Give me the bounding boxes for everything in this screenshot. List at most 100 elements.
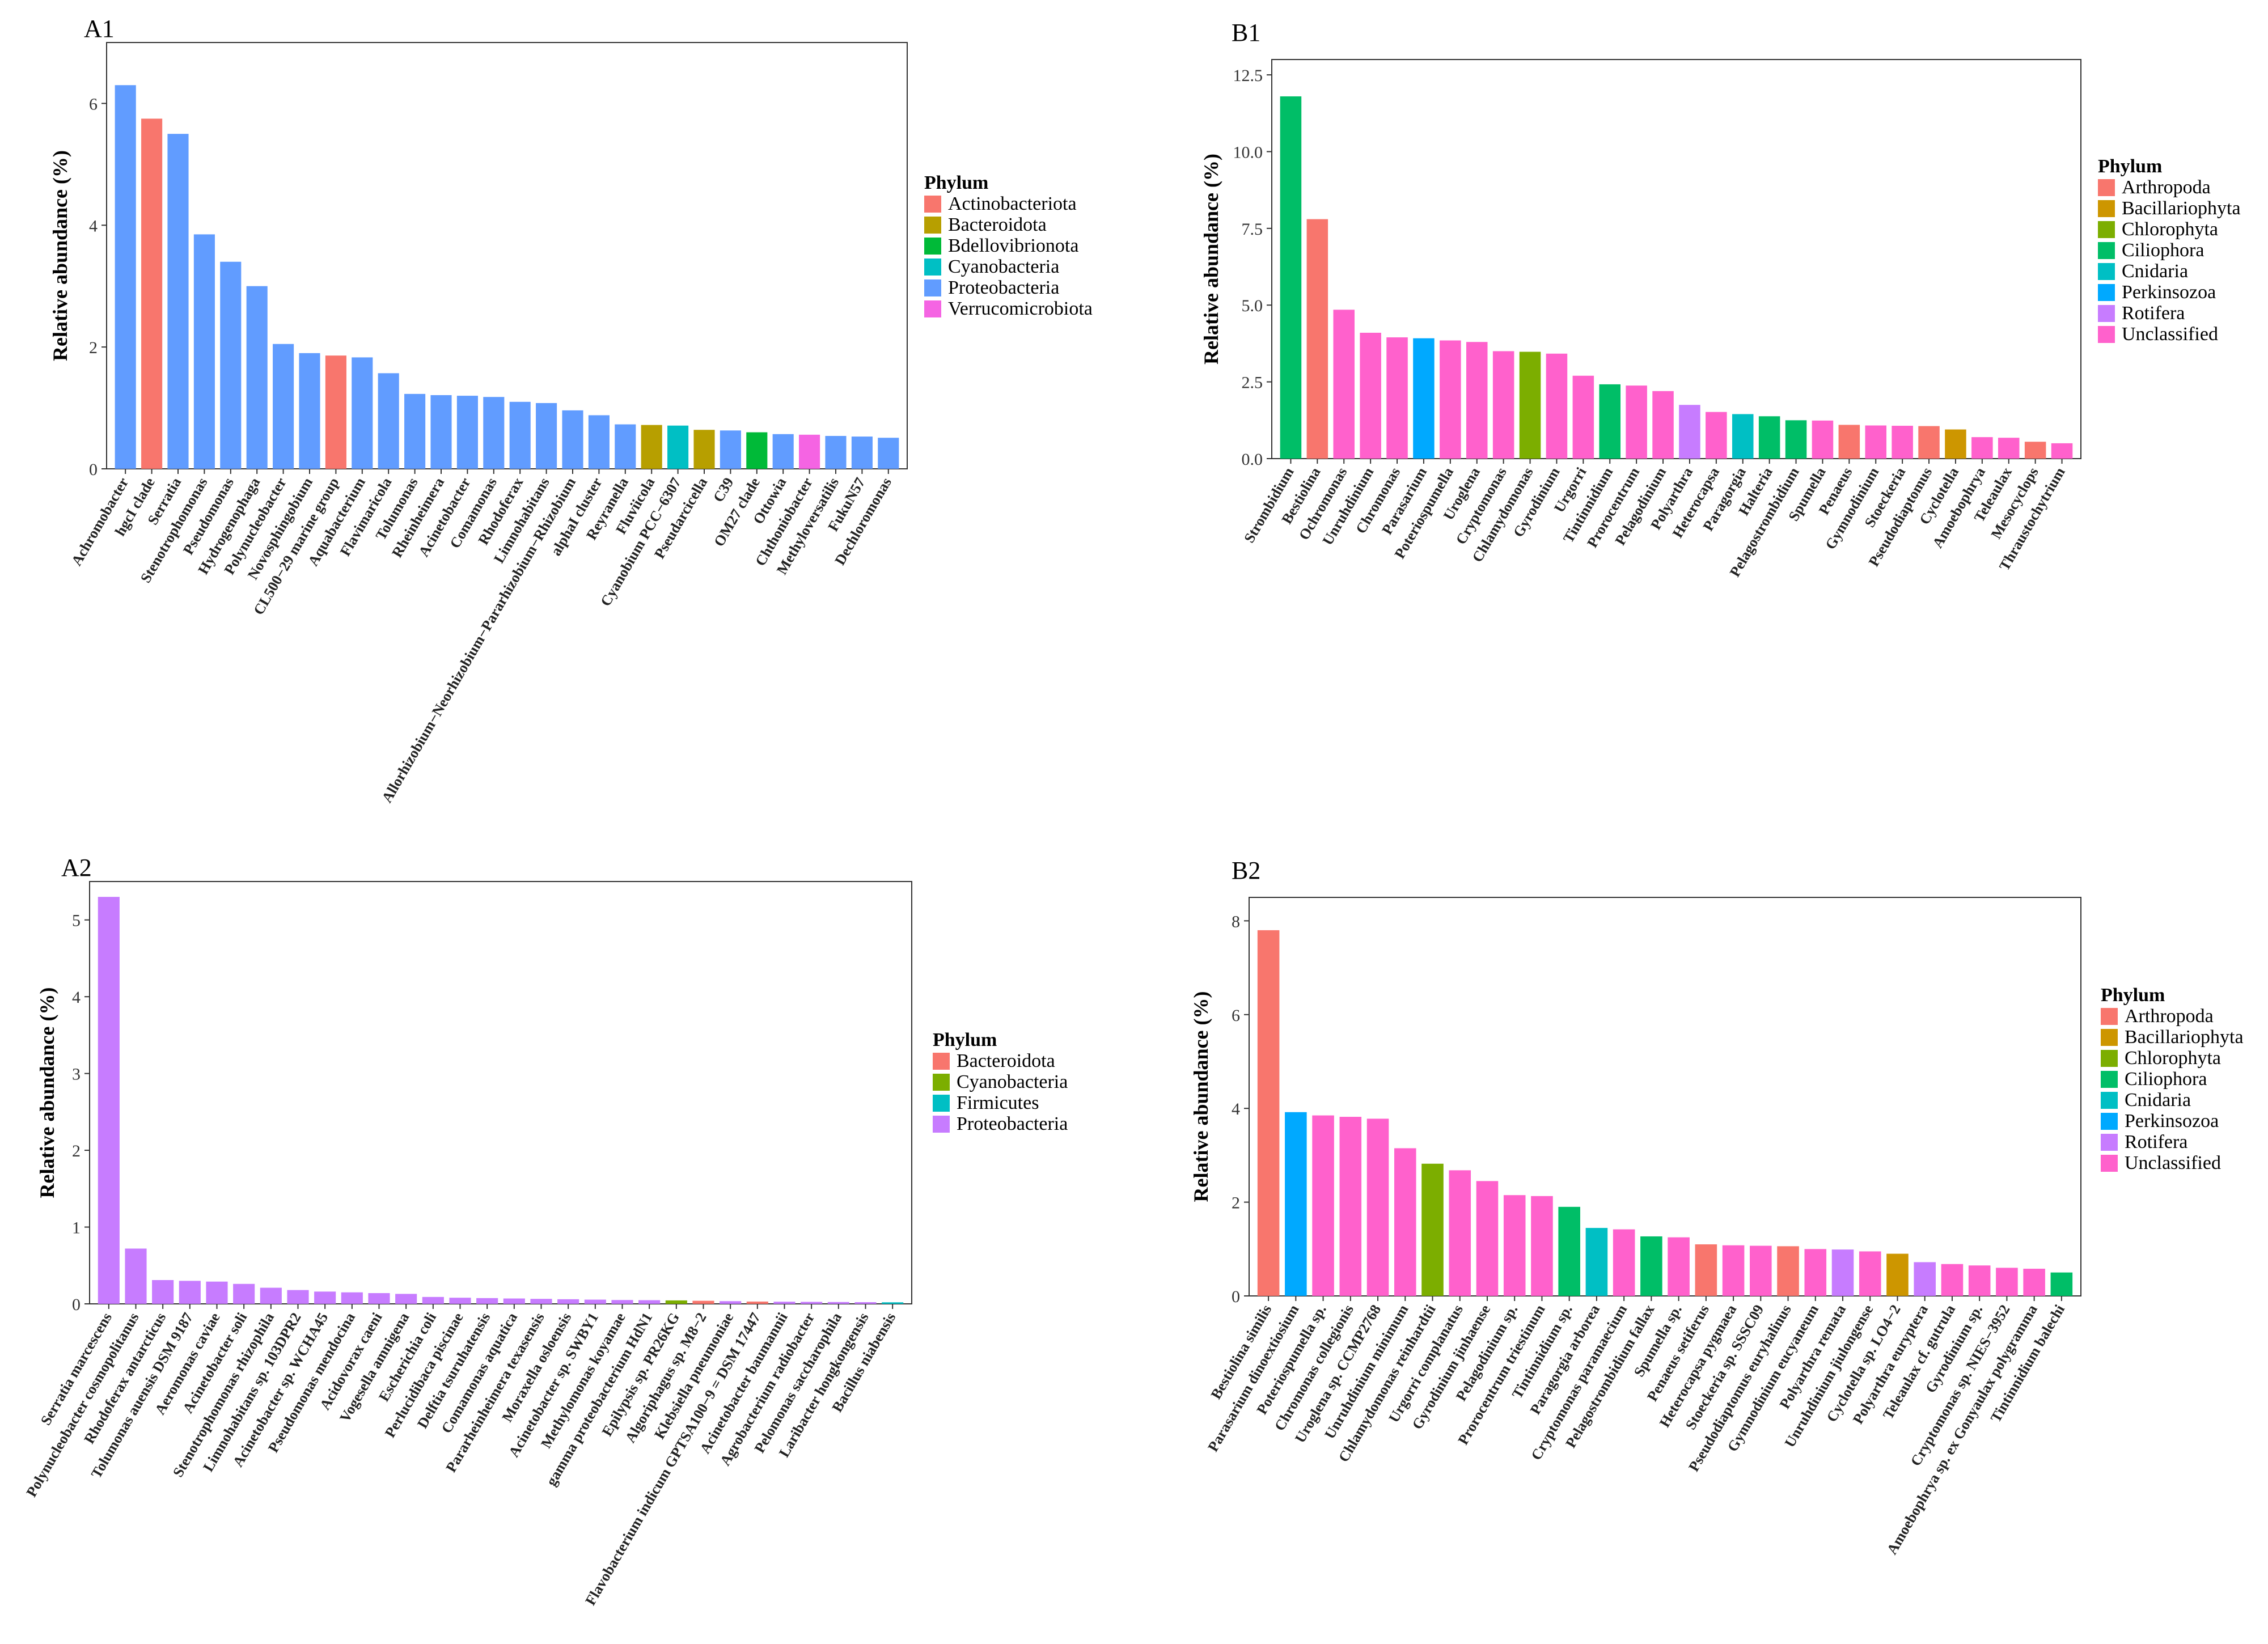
legend-title: Phylum (924, 172, 988, 193)
bar-8 (1466, 342, 1488, 459)
legend-label: Perkinsozoa (2125, 1111, 2219, 1132)
bar-17 (1706, 412, 1727, 459)
legend-label: Bacteroidota (948, 214, 1047, 235)
bar-19 (1758, 416, 1780, 459)
bar-10 (341, 1292, 363, 1304)
bar-11 (378, 373, 399, 469)
legend-title: Phylum (933, 1029, 997, 1050)
bar-23 (1865, 425, 1887, 459)
bar-19 (1750, 1245, 1772, 1296)
bar-3 (167, 134, 189, 469)
bar-25 (1914, 1262, 1936, 1296)
legend-label: Unclassified (2122, 324, 2218, 345)
y-tick-label: 1 (72, 1219, 81, 1238)
bar-6 (1413, 338, 1435, 459)
bar-29 (851, 437, 873, 469)
y-axis-title: Relative abundance (%) (1200, 154, 1222, 365)
panel-label: A2 (61, 854, 92, 882)
legend-swatch (2101, 1071, 2118, 1088)
legend-swatch (933, 1053, 950, 1070)
bar-22 (667, 425, 689, 469)
y-tick-label: 4 (89, 217, 98, 235)
bar-25 (746, 1301, 768, 1304)
bar-19 (588, 415, 610, 469)
bar-21 (641, 425, 662, 469)
bar-28 (825, 435, 847, 469)
bar-7 (1440, 340, 1461, 459)
legend-label: Bacillariophyta (2125, 1027, 2244, 1048)
legend-label: Chlorophyta (2125, 1048, 2221, 1069)
bar-13 (422, 1296, 444, 1304)
bar-10 (1519, 351, 1541, 459)
bar-1 (1280, 96, 1302, 459)
bar-11 (1546, 353, 1568, 459)
y-tick-label: 2 (72, 1142, 81, 1160)
bar-18 (1732, 414, 1754, 459)
legend-label: Bacillariophyta (2122, 198, 2241, 219)
bar-6 (1394, 1148, 1416, 1296)
bar-21 (1812, 420, 1834, 459)
bar-24 (1886, 1253, 1909, 1296)
legend-label: Cyanobacteria (948, 256, 1059, 277)
bar-4 (1360, 332, 1381, 459)
legend-swatch (2098, 200, 2115, 217)
bar-30 (878, 438, 899, 469)
bar-13 (430, 395, 452, 469)
legend-label: Perkinsozoa (2122, 282, 2216, 303)
bar-6 (246, 286, 268, 469)
legend-swatch (2101, 1092, 2118, 1109)
bar-27 (1968, 1265, 1991, 1296)
bar-1 (1257, 930, 1280, 1296)
bar-29 (2023, 1269, 2045, 1296)
bar-20 (1777, 1246, 1799, 1296)
panel-label: A1 (84, 15, 115, 43)
bar-15 (483, 397, 505, 469)
bar-4 (193, 234, 215, 469)
bar-28 (827, 1302, 849, 1304)
x-tick-label: Polynucleobacter cosmopolitanus (23, 1310, 142, 1500)
legend-swatch (2098, 326, 2115, 343)
bar-19 (584, 1299, 606, 1304)
legend-label: Cnidaria (2122, 261, 2188, 282)
legend-swatch (2101, 1008, 2118, 1025)
y-tick-label: 4 (1232, 1100, 1240, 1118)
bar-10 (1503, 1195, 1526, 1296)
legend-title: Phylum (2101, 985, 2165, 1006)
panel-label: B1 (1232, 19, 1260, 46)
legend-swatch (933, 1116, 950, 1133)
y-tick-label: 0 (89, 460, 98, 479)
legend-swatch (2101, 1050, 2118, 1067)
bar-24 (720, 1301, 742, 1304)
legend-swatch (924, 300, 941, 317)
y-tick-label: 6 (1232, 1006, 1240, 1025)
bar-8 (1449, 1170, 1471, 1296)
bar-27 (801, 1302, 823, 1304)
bar-5 (1366, 1118, 1389, 1296)
bar-28 (1996, 1268, 2018, 1296)
panel-b1: B1 0.0 2.5 5.0 7.5 10.0 12.5 Relative abundance… (1200, 19, 2241, 579)
bar-5 (220, 261, 242, 469)
bar-18 (562, 410, 583, 469)
legend-label: Arthropoda (2125, 1006, 2214, 1027)
legend-swatch (2098, 305, 2115, 322)
legend-label: Rotifera (2122, 303, 2185, 324)
legend-swatch (2101, 1155, 2118, 1172)
bar-21 (638, 1300, 661, 1304)
bar-17 (530, 1299, 552, 1304)
bar-8 (299, 353, 320, 469)
y-axis-title: Relative abundance (%) (36, 988, 58, 1198)
bar-9 (325, 355, 346, 469)
bar-6 (233, 1283, 255, 1304)
bar-3 (1333, 310, 1355, 459)
bar-15 (1652, 391, 1674, 459)
bar-15 (1640, 1236, 1662, 1296)
y-tick-label: 12.5 (1233, 66, 1263, 85)
legend-label: Ciliophora (2122, 240, 2204, 261)
y-axis-title: Relative abundance (%) (1190, 992, 1212, 1202)
bar-9 (1492, 351, 1514, 459)
bar-2 (1306, 219, 1328, 459)
bar-25 (746, 432, 768, 469)
y-tick-label: 10.0 (1233, 143, 1263, 162)
bar-12 (1558, 1206, 1580, 1296)
